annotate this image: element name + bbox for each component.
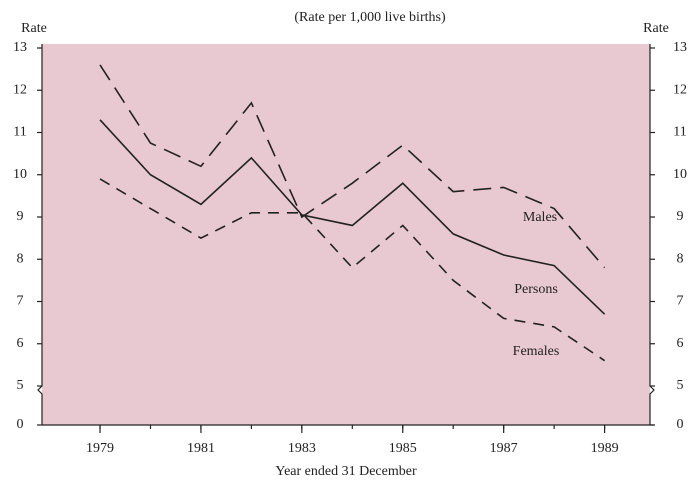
y-tick-label: 9 — [17, 209, 24, 224]
y-tick-label: 13 — [13, 40, 27, 55]
y-axis — [37, 44, 43, 425]
y2-tick-label: 9 — [677, 209, 684, 224]
y-tick-label: 0 — [17, 417, 24, 432]
y2-tick-label: 13 — [673, 40, 687, 55]
chart-title: (Rate per 1,000 live births) — [294, 10, 446, 25]
y2-axis — [649, 44, 655, 425]
y-tick-label: 6 — [17, 336, 24, 351]
y2-tick-label: 12 — [673, 82, 687, 97]
y-tick-label: 10 — [13, 167, 27, 182]
x-tick-label: 1981 — [187, 441, 215, 456]
plot-background — [42, 44, 650, 425]
series-label: Persons — [514, 282, 558, 297]
x-tick-label: 1983 — [288, 441, 316, 456]
y2-tick-label: 0 — [677, 417, 684, 432]
x-tick-label: 1989 — [591, 441, 619, 456]
x-tick-label: 1987 — [490, 441, 518, 456]
y-tick-label: 11 — [13, 125, 26, 140]
x-tick-label: 1979 — [86, 441, 114, 456]
y2-axis-label: Rate — [643, 21, 669, 36]
series-line — [99, 64, 606, 269]
series-line — [99, 119, 606, 315]
y-tick-label: 8 — [17, 251, 24, 266]
x-axis-label: Year ended 31 December — [275, 464, 417, 479]
x-tick-label: 1985 — [389, 441, 417, 456]
y2-tick-label: 10 — [673, 167, 687, 182]
y2-tick-label: 11 — [673, 125, 686, 140]
y-axis-label: Rate — [21, 21, 47, 36]
y2-tick-label: 6 — [677, 336, 684, 351]
y2-tick-label: 7 — [677, 294, 684, 309]
y2-tick-label: 5 — [677, 378, 684, 393]
y-tick-label: 7 — [17, 294, 24, 309]
series-label: Males — [523, 210, 557, 225]
y-tick-label: 12 — [13, 82, 27, 97]
y-tick-label: 5 — [17, 378, 24, 393]
series-line — [99, 178, 606, 362]
y2-tick-label: 8 — [677, 251, 684, 266]
series-label: Females — [513, 344, 560, 359]
